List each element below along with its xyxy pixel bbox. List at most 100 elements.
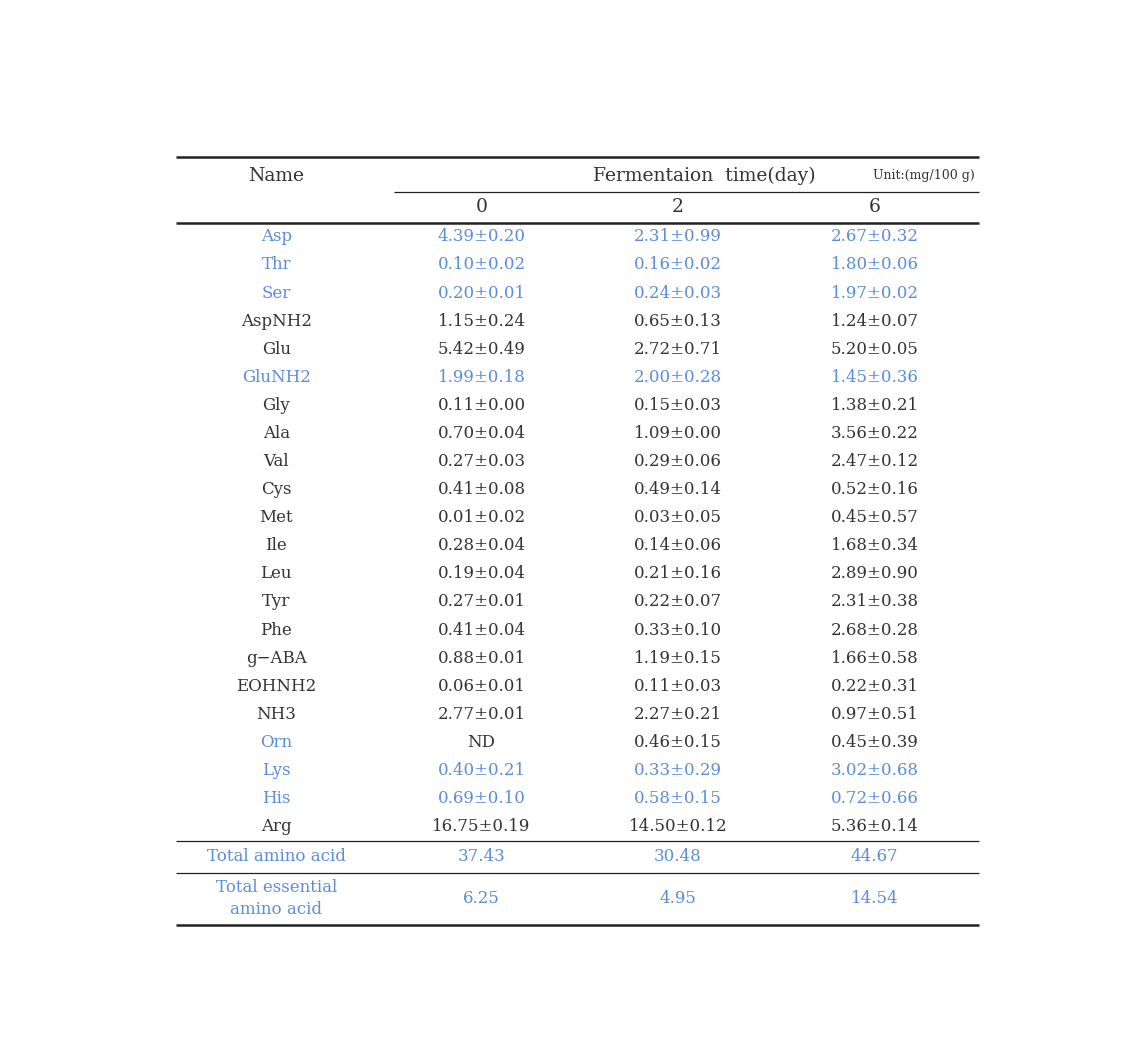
Text: 0.19±0.04: 0.19±0.04 bbox=[437, 565, 525, 582]
Text: 6.25: 6.25 bbox=[463, 890, 500, 906]
Text: GluNH2: GluNH2 bbox=[242, 369, 311, 386]
Text: 0.52±0.16: 0.52±0.16 bbox=[831, 481, 919, 498]
Text: 1.38±0.21: 1.38±0.21 bbox=[831, 397, 919, 414]
Text: Asp: Asp bbox=[260, 229, 292, 245]
Text: Cys: Cys bbox=[261, 481, 292, 498]
Text: 0: 0 bbox=[476, 197, 488, 216]
Text: Ala: Ala bbox=[263, 425, 290, 442]
Text: 1.24±0.07: 1.24±0.07 bbox=[831, 313, 919, 329]
Text: 1.80±0.06: 1.80±0.06 bbox=[831, 256, 919, 274]
Text: 1.66±0.58: 1.66±0.58 bbox=[831, 649, 919, 667]
Text: Fermentaion  time(day): Fermentaion time(day) bbox=[593, 167, 816, 185]
Text: Name: Name bbox=[248, 167, 304, 185]
Text: 5.42±0.49: 5.42±0.49 bbox=[437, 341, 525, 358]
Text: 4.39±0.20: 4.39±0.20 bbox=[437, 229, 525, 245]
Text: 0.41±0.08: 0.41±0.08 bbox=[437, 481, 525, 498]
Text: Phe: Phe bbox=[260, 622, 292, 639]
Text: 30.48: 30.48 bbox=[654, 848, 702, 864]
Text: 0.03±0.05: 0.03±0.05 bbox=[635, 509, 722, 527]
Text: EOHNH2: EOHNH2 bbox=[237, 678, 317, 694]
Text: 0.70±0.04: 0.70±0.04 bbox=[437, 425, 525, 442]
Text: 1.19±0.15: 1.19±0.15 bbox=[635, 649, 722, 667]
Text: 0.14±0.06: 0.14±0.06 bbox=[635, 537, 722, 554]
Text: 2.68±0.28: 2.68±0.28 bbox=[831, 622, 919, 639]
Text: Arg: Arg bbox=[261, 818, 292, 835]
Text: 1.97±0.02: 1.97±0.02 bbox=[831, 284, 919, 301]
Text: Met: Met bbox=[259, 509, 293, 527]
Text: 0.58±0.15: 0.58±0.15 bbox=[635, 790, 722, 807]
Text: 2.47±0.12: 2.47±0.12 bbox=[831, 453, 919, 470]
Text: g−ABA: g−ABA bbox=[246, 649, 307, 667]
Text: 1.15±0.24: 1.15±0.24 bbox=[437, 313, 525, 329]
Text: 1.09±0.00: 1.09±0.00 bbox=[635, 425, 722, 442]
Text: 0.69±0.10: 0.69±0.10 bbox=[437, 790, 525, 807]
Text: 0.01±0.02: 0.01±0.02 bbox=[437, 509, 525, 527]
Text: AspNH2: AspNH2 bbox=[241, 313, 312, 329]
Text: 4.95: 4.95 bbox=[659, 890, 696, 906]
Text: 1.99±0.18: 1.99±0.18 bbox=[437, 369, 525, 386]
Text: 2.77±0.01: 2.77±0.01 bbox=[437, 706, 525, 723]
Text: 0.49±0.14: 0.49±0.14 bbox=[635, 481, 722, 498]
Text: 0.27±0.03: 0.27±0.03 bbox=[437, 453, 525, 470]
Text: 2.00±0.28: 2.00±0.28 bbox=[635, 369, 722, 386]
Text: 0.16±0.02: 0.16±0.02 bbox=[635, 256, 722, 274]
Text: 2.67±0.32: 2.67±0.32 bbox=[831, 229, 919, 245]
Text: 2.31±0.38: 2.31±0.38 bbox=[831, 594, 919, 611]
Text: 0.24±0.03: 0.24±0.03 bbox=[635, 284, 722, 301]
Text: 0.15±0.03: 0.15±0.03 bbox=[635, 397, 722, 414]
Text: 0.06±0.01: 0.06±0.01 bbox=[437, 678, 525, 694]
Text: 0.45±0.57: 0.45±0.57 bbox=[831, 509, 919, 527]
Text: 2.31±0.99: 2.31±0.99 bbox=[635, 229, 722, 245]
Text: 0.29±0.06: 0.29±0.06 bbox=[635, 453, 722, 470]
Text: 0.10±0.02: 0.10±0.02 bbox=[437, 256, 525, 274]
Text: Val: Val bbox=[264, 453, 289, 470]
Text: 5.20±0.05: 5.20±0.05 bbox=[831, 341, 919, 358]
Text: 0.20±0.01: 0.20±0.01 bbox=[437, 284, 525, 301]
Text: Thr: Thr bbox=[261, 256, 291, 274]
Text: 0.11±0.00: 0.11±0.00 bbox=[437, 397, 525, 414]
Text: 0.46±0.15: 0.46±0.15 bbox=[635, 734, 722, 751]
Text: 37.43: 37.43 bbox=[458, 848, 505, 864]
Text: 0.22±0.07: 0.22±0.07 bbox=[635, 594, 722, 611]
Text: Leu: Leu bbox=[260, 565, 292, 582]
Text: Lys: Lys bbox=[261, 762, 291, 779]
Text: 1.45±0.36: 1.45±0.36 bbox=[831, 369, 919, 386]
Text: Orn: Orn bbox=[260, 734, 292, 751]
Text: 0.21±0.16: 0.21±0.16 bbox=[635, 565, 722, 582]
Text: 14.50±0.12: 14.50±0.12 bbox=[629, 818, 727, 835]
Text: 0.22±0.31: 0.22±0.31 bbox=[831, 678, 919, 694]
Text: 3.56±0.22: 3.56±0.22 bbox=[831, 425, 919, 442]
Text: 5.36±0.14: 5.36±0.14 bbox=[831, 818, 919, 835]
Text: 1.68±0.34: 1.68±0.34 bbox=[831, 537, 919, 554]
Text: Tyr: Tyr bbox=[263, 594, 291, 611]
Text: His: His bbox=[263, 790, 291, 807]
Text: 14.54: 14.54 bbox=[851, 890, 898, 906]
Text: Ile: Ile bbox=[265, 537, 287, 554]
Text: 2: 2 bbox=[672, 197, 684, 216]
Text: 0.28±0.04: 0.28±0.04 bbox=[437, 537, 525, 554]
Text: 0.11±0.03: 0.11±0.03 bbox=[635, 678, 722, 694]
Text: 0.40±0.21: 0.40±0.21 bbox=[437, 762, 525, 779]
Text: 6: 6 bbox=[869, 197, 880, 216]
Text: 2.72±0.71: 2.72±0.71 bbox=[635, 341, 722, 358]
Text: 0.72±0.66: 0.72±0.66 bbox=[831, 790, 919, 807]
Text: ND: ND bbox=[468, 734, 496, 751]
Text: 0.97±0.51: 0.97±0.51 bbox=[831, 706, 919, 723]
Text: 3.02±0.68: 3.02±0.68 bbox=[831, 762, 919, 779]
Text: 0.41±0.04: 0.41±0.04 bbox=[437, 622, 525, 639]
Text: Ser: Ser bbox=[261, 284, 291, 301]
Text: Glu: Glu bbox=[261, 341, 291, 358]
Text: 0.27±0.01: 0.27±0.01 bbox=[437, 594, 525, 611]
Text: Unit:(mg/100 g): Unit:(mg/100 g) bbox=[873, 170, 975, 183]
Text: 2.27±0.21: 2.27±0.21 bbox=[635, 706, 722, 723]
Text: Total essential
amino acid: Total essential amino acid bbox=[215, 879, 337, 918]
Text: 16.75±0.19: 16.75±0.19 bbox=[433, 818, 531, 835]
Text: 44.67: 44.67 bbox=[851, 848, 898, 864]
Text: 0.45±0.39: 0.45±0.39 bbox=[831, 734, 919, 751]
Text: Gly: Gly bbox=[263, 397, 290, 414]
Text: NH3: NH3 bbox=[256, 706, 296, 723]
Text: 2.89±0.90: 2.89±0.90 bbox=[831, 565, 919, 582]
Text: Total amino acid: Total amino acid bbox=[207, 848, 346, 864]
Text: 0.65±0.13: 0.65±0.13 bbox=[635, 313, 722, 329]
Text: 0.88±0.01: 0.88±0.01 bbox=[437, 649, 525, 667]
